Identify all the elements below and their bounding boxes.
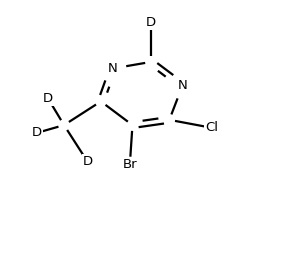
- Text: Cl: Cl: [205, 121, 218, 134]
- Text: N: N: [178, 79, 187, 92]
- Text: D: D: [83, 155, 93, 168]
- Text: Br: Br: [122, 158, 137, 171]
- Text: D: D: [43, 92, 53, 105]
- Text: N: N: [108, 62, 118, 75]
- Text: D: D: [31, 127, 41, 139]
- Text: D: D: [146, 16, 156, 29]
